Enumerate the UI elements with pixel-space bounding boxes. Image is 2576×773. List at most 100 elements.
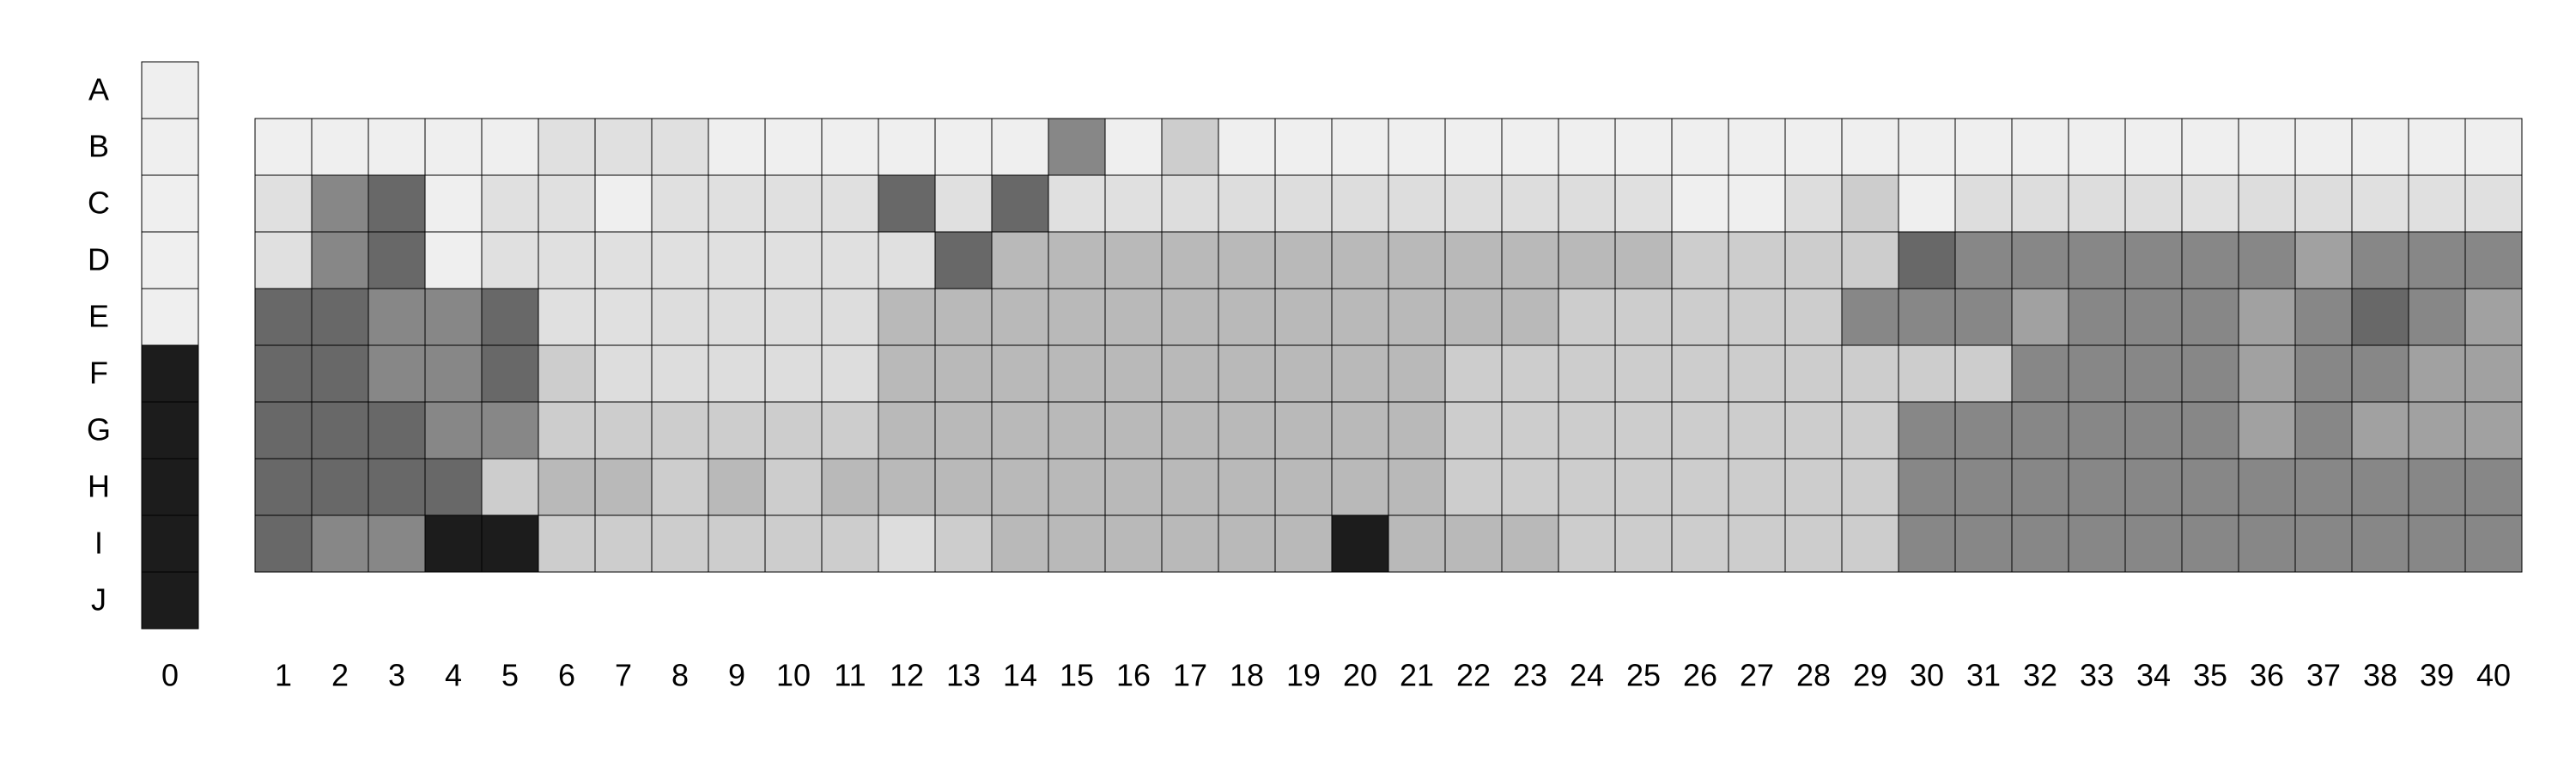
- grid-cell-i-20: [1331, 514, 1389, 573]
- grid-cell-f-25: [1614, 344, 1673, 403]
- grid-cell-h-9: [708, 458, 766, 516]
- grid-cell-b-16: [1104, 118, 1163, 176]
- grid-cell-i-35: [2181, 514, 2239, 573]
- grid-cell-f-11: [821, 344, 879, 403]
- grid-cell-d-23: [1501, 231, 1559, 289]
- grid-cell-e-10: [764, 288, 823, 346]
- column-label-25: 25: [1626, 658, 1661, 693]
- grid-cell-c-19: [1274, 174, 1333, 233]
- grid-cell-i-16: [1104, 514, 1163, 573]
- grid-cell-i-33: [2068, 514, 2126, 573]
- grid-cell-h-22: [1444, 458, 1503, 516]
- grid-cell-d-27: [1728, 231, 1786, 289]
- grid-cell-i-31: [1954, 514, 2013, 573]
- grid-cell-h-1: [254, 458, 313, 516]
- grid-cell-e-32: [2011, 288, 2069, 346]
- grid-cell-i-32: [2011, 514, 2069, 573]
- column-label-17: 17: [1173, 658, 1207, 693]
- grid-cell-i-7: [594, 514, 653, 573]
- grid-cell-f-17: [1161, 344, 1219, 403]
- grid-cell-e-31: [1954, 288, 2013, 346]
- grid-cell-h-38: [2351, 458, 2409, 516]
- grid-cell-i-25: [1614, 514, 1673, 573]
- grid-cell-i-5: [481, 514, 539, 573]
- grid-cell-d-14: [991, 231, 1049, 289]
- grid-cell-c-24: [1558, 174, 1616, 233]
- grid-cell-h-26: [1671, 458, 1729, 516]
- grid-cell-e-24: [1558, 288, 1616, 346]
- grid-cell-d-19: [1274, 231, 1333, 289]
- grid-cell-e-39: [2408, 288, 2466, 346]
- grid-cell-e-38: [2351, 288, 2409, 346]
- row-label-c: C: [88, 186, 110, 221]
- grid-cell-h-19: [1274, 458, 1333, 516]
- column-label-13: 13: [946, 658, 981, 693]
- grid-cell-h-17: [1161, 458, 1219, 516]
- grid-cell-h-7: [594, 458, 653, 516]
- row-label-b: B: [88, 129, 109, 164]
- grid-cell-g-35: [2181, 401, 2239, 460]
- column-label-3: 3: [388, 658, 405, 693]
- grid-cell-h-14: [991, 458, 1049, 516]
- grid-cell-i-3: [368, 514, 426, 573]
- grid-cell-g-9: [708, 401, 766, 460]
- column-label-24: 24: [1570, 658, 1604, 693]
- column-label-40: 40: [2476, 658, 2511, 693]
- grid-cell-b-18: [1218, 118, 1276, 176]
- grid-cell-i-28: [1784, 514, 1843, 573]
- grid-cell-e-23: [1501, 288, 1559, 346]
- grid-cell-g-37: [2294, 401, 2353, 460]
- grid-cell-g-21: [1388, 401, 1446, 460]
- row-label-h: H: [88, 469, 110, 504]
- grid-cell-h-5: [481, 458, 539, 516]
- grid-cell-g-19: [1274, 401, 1333, 460]
- grid-cell-g-31: [1954, 401, 2013, 460]
- legend-cell-d: [141, 231, 199, 289]
- grid-cell-f-31: [1954, 344, 2013, 403]
- grid-cell-d-10: [764, 231, 823, 289]
- grid-cell-f-20: [1331, 344, 1389, 403]
- column-label-0: 0: [161, 658, 179, 693]
- grid-cell-c-34: [2124, 174, 2183, 233]
- grid-cell-d-28: [1784, 231, 1843, 289]
- grid-cell-e-18: [1218, 288, 1276, 346]
- grid-cell-c-9: [708, 174, 766, 233]
- grid-cell-d-6: [538, 231, 596, 289]
- column-label-26: 26: [1683, 658, 1717, 693]
- grid-cell-h-2: [311, 458, 369, 516]
- grid-cell-e-22: [1444, 288, 1503, 346]
- grid-cell-d-38: [2351, 231, 2409, 289]
- grid-cell-d-36: [2238, 231, 2296, 289]
- grid-cell-h-13: [934, 458, 993, 516]
- grid-cell-e-36: [2238, 288, 2296, 346]
- grid-cell-c-21: [1388, 174, 1446, 233]
- grid-cell-c-25: [1614, 174, 1673, 233]
- grid-cell-c-5: [481, 174, 539, 233]
- grid-cell-b-10: [764, 118, 823, 176]
- grid-cell-g-32: [2011, 401, 2069, 460]
- grid-cell-c-22: [1444, 174, 1503, 233]
- grid-cell-b-24: [1558, 118, 1616, 176]
- grid-cell-e-21: [1388, 288, 1446, 346]
- legend-cell-b: [141, 118, 199, 176]
- grid-cell-d-26: [1671, 231, 1729, 289]
- grid-cell-i-24: [1558, 514, 1616, 573]
- grid-cell-i-1: [254, 514, 313, 573]
- grid-cell-h-24: [1558, 458, 1616, 516]
- grid-cell-b-29: [1841, 118, 1899, 176]
- grid-cell-b-30: [1898, 118, 1956, 176]
- column-label-36: 36: [2250, 658, 2284, 693]
- grid-cell-i-30: [1898, 514, 1956, 573]
- grid-cell-e-3: [368, 288, 426, 346]
- grid-cell-e-5: [481, 288, 539, 346]
- grid-cell-g-17: [1161, 401, 1219, 460]
- grid-cell-g-26: [1671, 401, 1729, 460]
- grid-cell-f-37: [2294, 344, 2353, 403]
- row-label-e: E: [88, 299, 109, 334]
- row-label-j: J: [91, 582, 106, 618]
- grid-cell-h-29: [1841, 458, 1899, 516]
- grid-cell-e-35: [2181, 288, 2239, 346]
- grid-cell-i-34: [2124, 514, 2183, 573]
- grid-cell-f-10: [764, 344, 823, 403]
